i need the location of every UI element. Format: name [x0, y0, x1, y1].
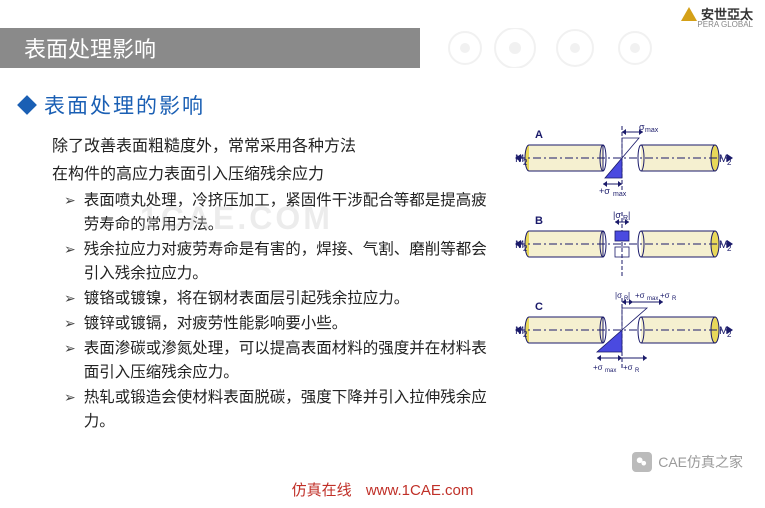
svg-text:|σ: |σ: [613, 210, 621, 220]
bullet-text: 镀锌或镀镉，对疲劳性能影响要小些。: [84, 312, 348, 336]
footer-url: www.1CAE.com: [366, 482, 474, 499]
wechat-icon: [632, 452, 652, 472]
watermark-chat-text: CAE仿真之家: [658, 452, 743, 472]
arrow-icon: ➢: [64, 315, 76, 332]
svg-text:+σ: +σ: [623, 363, 633, 372]
svg-text:+σ: +σ: [593, 363, 603, 372]
bullet-text: 表面渗碳或渗氮处理，可以提高表面材料的强度并在材料表面引入压缩残余应力。: [84, 337, 488, 385]
svg-text:+σ: +σ: [635, 291, 645, 300]
svg-text:2: 2: [523, 158, 528, 167]
svg-text:max: max: [605, 368, 616, 374]
footer: 仿真在线 www.1CAE.com: [0, 479, 765, 500]
svg-text:max: max: [645, 127, 659, 134]
diamond-bullet-icon: [17, 95, 37, 115]
list-item: ➢ 镀铬或镀镍，将在钢材表面层引起残余拉应力。: [64, 287, 488, 311]
arrow-icon: ➢: [64, 389, 76, 406]
list-item: ➢ 表面渗碳或渗氮处理，可以提高表面材料的强度并在材料表面引入压缩残余应力。: [64, 337, 488, 385]
watermark-center: 1CAE.COM: [140, 200, 333, 237]
intro-line-1: 除了改善表面粗糙度外，常常采用各种方法: [52, 134, 488, 160]
svg-text:2: 2: [523, 330, 528, 339]
arrow-icon: ➢: [64, 192, 76, 209]
svg-text:+σ: +σ: [599, 186, 610, 196]
gear-decoration-icon: [425, 28, 685, 68]
logo-subtext: PERA GLOBAL: [697, 20, 753, 29]
arrow-icon: ➢: [64, 290, 76, 307]
intro-line-2: 在构件的高应力表面引入压缩残余应力: [52, 162, 488, 188]
svg-text:R: R: [672, 296, 677, 302]
content-area: 表面处理的影响 除了改善表面粗糙度外，常常采用各种方法 在构件的高应力表面引入压…: [8, 90, 488, 435]
svg-text:2: 2: [523, 244, 528, 253]
list-item: ➢ 热轧或锻造会使材料表面脱碳，强度下降并引入拉伸残余应力。: [64, 386, 488, 434]
arrow-icon: ➢: [64, 340, 76, 357]
bullet-text: 镀铬或镀镍，将在钢材表面层引起残余拉应力。: [84, 287, 410, 311]
svg-text:+σ: +σ: [660, 291, 670, 300]
list-item: ➢ 镀锌或镀镉，对疲劳性能影响要小些。: [64, 312, 488, 336]
stress-diagram: A σ max +σ max: [515, 118, 733, 378]
svg-text:max: max: [613, 191, 627, 198]
svg-text:|: |: [628, 291, 630, 300]
watermark-chat: CAE仿真之家: [632, 452, 743, 472]
bullet-text: 残余拉应力对疲劳寿命是有害的，焊接、气割、磨削等都会引入残余拉应力。: [84, 238, 488, 286]
svg-text:B: B: [535, 215, 543, 227]
bullet-text: 热轧或锻造会使材料表面脱碳，强度下降并引入拉伸残余应力。: [84, 386, 488, 434]
svg-text:max: max: [647, 296, 658, 302]
svg-text:|: |: [628, 210, 630, 220]
title-bar: 表面处理影响: [0, 28, 420, 68]
section-heading-text: 表面处理的影响: [44, 90, 205, 120]
list-item: ➢ 残余拉应力对疲劳寿命是有害的，焊接、气割、磨削等都会引入残余拉应力。: [64, 238, 488, 286]
section-heading: 表面处理的影响: [20, 90, 488, 120]
svg-text:C: C: [535, 301, 543, 313]
title-bar-text: 表面处理影响: [24, 32, 156, 64]
logo-triangle-icon: [681, 7, 697, 21]
svg-text:R: R: [635, 368, 640, 374]
footer-label: 仿真在线: [292, 482, 352, 499]
diagram-label-a: A: [535, 129, 543, 141]
arrow-icon: ➢: [64, 241, 76, 258]
svg-text:|σ: |σ: [615, 291, 622, 300]
